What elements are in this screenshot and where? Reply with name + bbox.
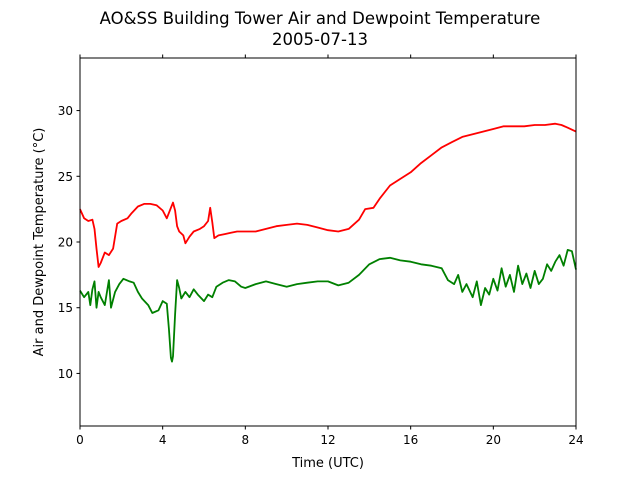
x-tick-label: 20 (486, 433, 501, 447)
x-tick-label: 16 (403, 433, 418, 447)
x-tick-label: 8 (242, 433, 250, 447)
axis-layer: 0 4 8 12 16 20 24 10 15 20 25 30 (58, 54, 584, 447)
x-axis-label: Time (UTC) (291, 456, 364, 471)
series-line-0 (79, 122, 577, 268)
series-line-1 (79, 249, 577, 363)
y-tick-label: 30 (58, 104, 73, 118)
y-tick-label: 20 (58, 236, 73, 250)
x-tick-label: 4 (159, 433, 167, 447)
series-layer (79, 122, 577, 363)
y-axis-label: Air and Dewpoint Temperature (°C) (32, 128, 47, 357)
x-tick-label: 24 (568, 433, 583, 447)
y-tick-label: 25 (58, 170, 73, 184)
chart-subtitle: 2005-07-13 (272, 30, 368, 49)
y-tick-label: 15 (58, 301, 73, 315)
y-tick-label: 10 (58, 367, 73, 381)
x-tick-label: 0 (76, 433, 84, 447)
chart-title: AO&SS Building Tower Air and Dewpoint Te… (100, 9, 541, 28)
x-tick-label: 12 (320, 433, 335, 447)
